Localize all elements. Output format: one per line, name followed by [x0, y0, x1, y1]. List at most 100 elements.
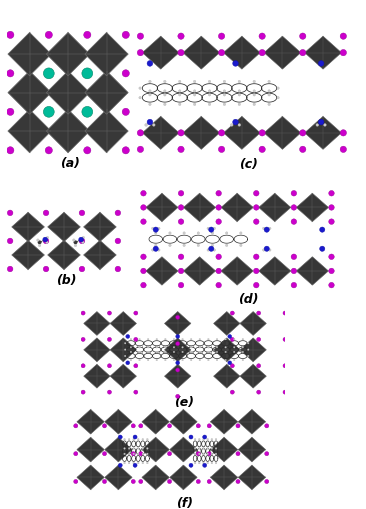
Circle shape — [253, 103, 255, 105]
Circle shape — [152, 249, 154, 251]
Circle shape — [234, 359, 235, 361]
Circle shape — [137, 146, 143, 153]
Polygon shape — [105, 437, 132, 462]
Circle shape — [141, 268, 146, 274]
Circle shape — [108, 364, 112, 368]
Circle shape — [234, 347, 235, 348]
Circle shape — [216, 254, 221, 260]
Circle shape — [254, 190, 259, 196]
Circle shape — [230, 311, 234, 315]
Circle shape — [178, 254, 184, 260]
Circle shape — [137, 49, 143, 56]
Circle shape — [207, 447, 209, 449]
Circle shape — [199, 359, 201, 361]
Circle shape — [156, 359, 157, 361]
Circle shape — [79, 237, 83, 242]
Circle shape — [142, 453, 144, 455]
Circle shape — [223, 94, 226, 96]
Text: (d): (d) — [238, 293, 258, 305]
Circle shape — [299, 130, 306, 136]
Circle shape — [74, 479, 78, 484]
Circle shape — [329, 205, 334, 210]
Circle shape — [173, 359, 175, 361]
Circle shape — [145, 124, 147, 126]
Circle shape — [74, 451, 78, 456]
Circle shape — [153, 246, 158, 251]
Circle shape — [7, 238, 13, 244]
Circle shape — [154, 232, 157, 234]
Circle shape — [82, 68, 93, 79]
Circle shape — [291, 268, 297, 274]
Polygon shape — [85, 33, 128, 76]
Text: (e): (e) — [174, 396, 194, 409]
Circle shape — [164, 94, 166, 96]
Circle shape — [164, 90, 166, 92]
Circle shape — [165, 338, 166, 340]
Circle shape — [108, 311, 112, 315]
Circle shape — [122, 147, 130, 154]
Circle shape — [124, 438, 126, 440]
Circle shape — [253, 90, 255, 92]
Circle shape — [324, 124, 326, 126]
Circle shape — [147, 359, 149, 361]
Circle shape — [238, 90, 240, 92]
Polygon shape — [240, 364, 266, 388]
Circle shape — [254, 219, 259, 224]
Circle shape — [139, 359, 140, 361]
Circle shape — [178, 146, 184, 153]
Circle shape — [154, 244, 157, 246]
Circle shape — [128, 462, 130, 464]
Circle shape — [216, 190, 221, 196]
Circle shape — [7, 31, 14, 39]
Circle shape — [233, 61, 238, 66]
Circle shape — [74, 424, 78, 428]
Circle shape — [7, 108, 14, 116]
Circle shape — [216, 205, 221, 210]
Circle shape — [223, 103, 226, 105]
Polygon shape — [77, 437, 104, 462]
Circle shape — [198, 453, 200, 455]
Circle shape — [197, 232, 199, 234]
Text: (c): (c) — [239, 158, 258, 171]
Circle shape — [230, 390, 234, 394]
Circle shape — [146, 453, 148, 455]
Circle shape — [182, 347, 183, 348]
Circle shape — [131, 396, 135, 400]
Circle shape — [236, 479, 240, 484]
Circle shape — [207, 227, 209, 230]
Circle shape — [146, 462, 148, 464]
Circle shape — [102, 396, 107, 400]
Polygon shape — [84, 240, 116, 270]
Circle shape — [291, 282, 297, 288]
Circle shape — [299, 146, 306, 153]
Polygon shape — [110, 312, 137, 335]
Circle shape — [262, 227, 265, 230]
Circle shape — [291, 219, 297, 224]
Circle shape — [149, 90, 151, 92]
Polygon shape — [84, 364, 110, 388]
Circle shape — [318, 119, 324, 125]
Circle shape — [84, 70, 91, 77]
Circle shape — [199, 338, 201, 340]
Circle shape — [320, 227, 325, 232]
Circle shape — [118, 435, 122, 439]
Circle shape — [203, 453, 204, 455]
Circle shape — [190, 351, 192, 353]
Circle shape — [265, 396, 269, 400]
Circle shape — [128, 438, 130, 440]
Circle shape — [329, 190, 334, 196]
Polygon shape — [48, 240, 80, 270]
Circle shape — [179, 94, 181, 96]
Circle shape — [147, 119, 153, 125]
Circle shape — [84, 147, 91, 154]
Polygon shape — [164, 338, 191, 362]
Circle shape — [230, 364, 234, 368]
Polygon shape — [164, 364, 191, 388]
Circle shape — [183, 232, 185, 234]
Circle shape — [225, 347, 227, 348]
Circle shape — [178, 33, 184, 39]
Circle shape — [230, 124, 233, 126]
Polygon shape — [240, 338, 266, 362]
Circle shape — [133, 453, 135, 455]
Polygon shape — [77, 465, 104, 490]
